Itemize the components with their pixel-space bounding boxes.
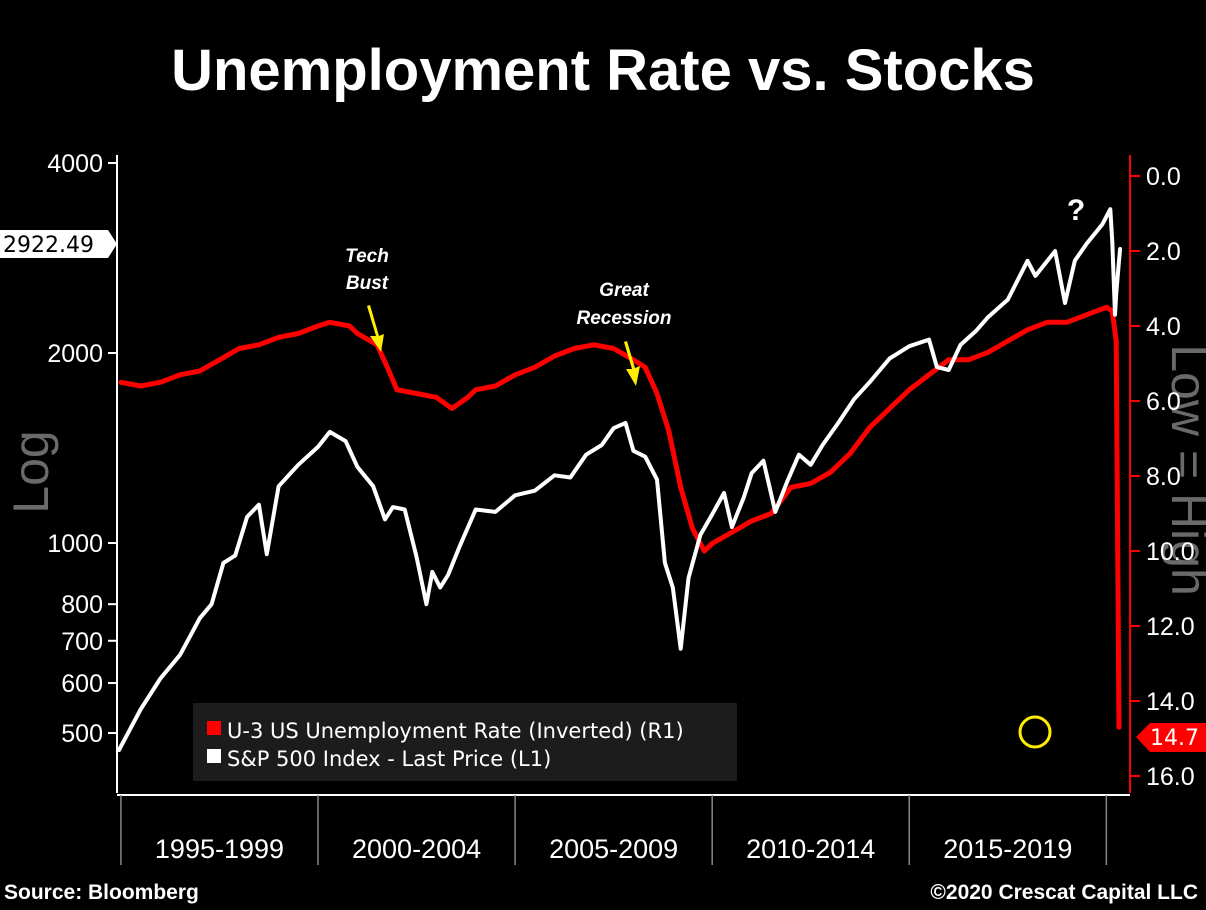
unemployment-last-value-tag: 14.7 <box>1136 723 1206 752</box>
arrow-icon <box>367 305 384 352</box>
annotation-tech-bust: Tech Bust <box>345 246 389 352</box>
right-tick-label: 10.0 <box>1146 538 1195 566</box>
right-tick-label: 2.0 <box>1146 238 1181 266</box>
annotation-tech-bust-line-2: Bust <box>346 273 389 294</box>
left-tick-label: 800 <box>61 591 103 619</box>
right-tick-label: 14.0 <box>1146 688 1195 716</box>
right-tick-label: 8.0 <box>1146 463 1181 491</box>
right-tick-label: 0.0 <box>1146 163 1181 191</box>
x-period-label: 2000-2004 <box>352 834 481 864</box>
legend-swatch-sp500 <box>207 749 221 763</box>
left-tick-label: 4000 <box>47 150 103 178</box>
left-axis-ticks: 4000 2000 1000 800 700 600 500 <box>47 150 117 748</box>
unemployment-last-value-text: 14.7 <box>1150 726 1199 751</box>
x-period-label: 2005-2009 <box>549 834 678 864</box>
left-tick-label: 2000 <box>47 340 103 368</box>
left-tick-label: 1000 <box>47 530 103 558</box>
x-period-label: 2015-2019 <box>943 834 1072 864</box>
sp500-last-value-tag: 2922.49 <box>0 230 117 258</box>
right-tick-label: 6.0 <box>1146 388 1181 416</box>
x-axis-periods: 1995-1999 2000-2004 2005-2009 2010-2014 2015… <box>120 795 1108 865</box>
x-period-label: 1995-1999 <box>155 834 284 864</box>
annotation-great-recession: Great Recession <box>576 280 672 386</box>
source-note: Source: Bloomberg <box>4 881 199 904</box>
annotation-question-mark: ? <box>1067 194 1085 227</box>
annotation-tech-bust-line-1: Tech <box>345 246 389 267</box>
sp500-series-line <box>117 207 1123 752</box>
right-tick-label: 12.0 <box>1146 613 1195 641</box>
annotation-great-recession-line-1: Great <box>599 280 649 301</box>
annotation-great-recession-line-2: Recession <box>576 308 671 329</box>
unemployment-series-line <box>118 304 1122 730</box>
copyright-note: ©2020 Crescat Capital LLC <box>930 881 1198 904</box>
legend-label-unemployment: U-3 US Unemployment Rate (Inverted) (R1) <box>227 719 684 743</box>
legend-label-sp500: S&P 500 Index - Last Price (L1) <box>227 747 551 771</box>
right-tick-label: 4.0 <box>1146 313 1181 341</box>
legend-swatch-unemployment <box>207 721 221 735</box>
arrow-icon <box>624 341 640 386</box>
sp500-last-value-text: 2922.49 <box>3 233 94 258</box>
right-axis-ticks: 0.0 2.0 4.0 6.0 8.0 10.0 12.0 14.0 16.0 <box>1130 163 1195 791</box>
left-tick-label: 700 <box>61 628 103 656</box>
series-layer <box>117 207 1123 752</box>
legend: U-3 US Unemployment Rate (Inverted) (R1)… <box>193 703 737 781</box>
left-tick-label: 500 <box>61 720 103 748</box>
x-period-label: 2010-2014 <box>746 834 875 864</box>
left-axis-label: Log <box>3 430 59 513</box>
right-axis-label: Low = High <box>1161 344 1206 596</box>
left-tick-label: 600 <box>61 670 103 698</box>
chart-title: Unemployment Rate vs. Stocks <box>171 38 1035 103</box>
highlight-circle-icon <box>1018 715 1052 749</box>
right-tick-label: 16.0 <box>1146 763 1195 791</box>
